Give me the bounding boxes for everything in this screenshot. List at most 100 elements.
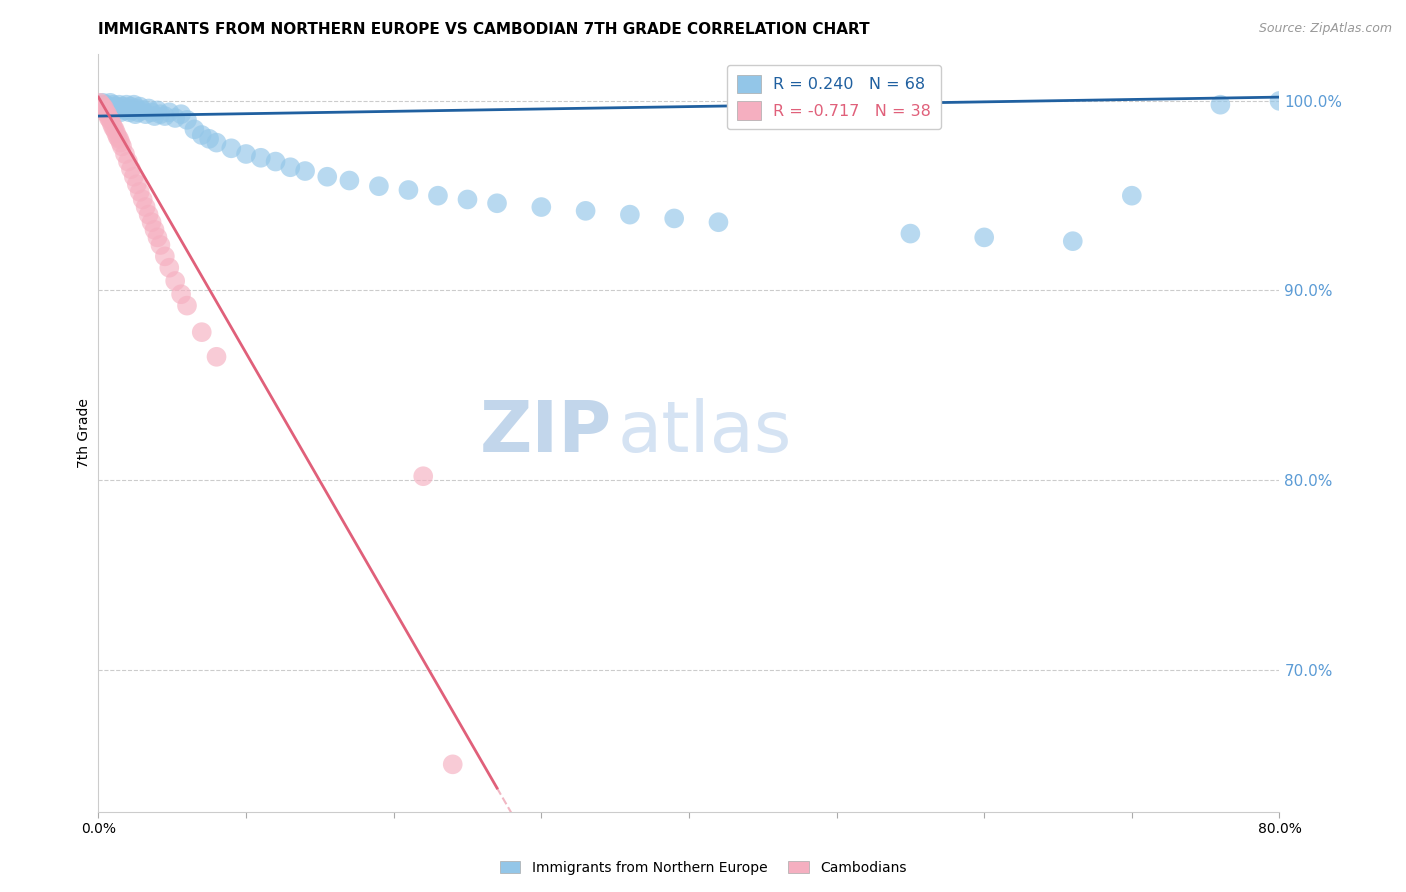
Point — [97, 99, 120, 113]
Point — [294, 164, 316, 178]
Point — [219, 141, 242, 155]
Point — [157, 105, 180, 120]
Point — [91, 99, 114, 113]
Point — [90, 97, 112, 112]
Point — [574, 203, 596, 218]
Point — [132, 103, 155, 118]
Point — [122, 97, 145, 112]
Text: atlas: atlas — [619, 398, 793, 467]
Point — [127, 105, 149, 120]
Point — [100, 117, 122, 131]
Point — [138, 102, 160, 116]
Point — [124, 107, 146, 121]
Point — [900, 227, 922, 241]
Point — [153, 249, 176, 263]
Point — [412, 469, 434, 483]
Point — [122, 169, 145, 184]
Point — [664, 211, 686, 226]
Point — [1209, 97, 1232, 112]
Point — [170, 107, 193, 121]
Point — [396, 183, 419, 197]
Text: ZIP: ZIP — [479, 398, 612, 467]
Point — [120, 99, 142, 113]
Point — [707, 215, 730, 229]
Point — [368, 179, 391, 194]
Legend: Immigrants from Northern Europe, Cambodians: Immigrants from Northern Europe, Cambodi… — [494, 855, 912, 880]
Point — [157, 260, 180, 275]
Point — [104, 103, 127, 118]
Point — [170, 287, 193, 301]
Point — [165, 111, 187, 125]
Point — [191, 128, 214, 142]
Point — [153, 109, 176, 123]
Point — [104, 122, 127, 136]
Point — [205, 136, 228, 150]
Point — [93, 102, 115, 116]
Point — [316, 169, 339, 184]
Point — [149, 107, 172, 121]
Point — [141, 215, 163, 229]
Point — [120, 162, 142, 177]
Point — [1268, 94, 1291, 108]
Point — [114, 103, 136, 118]
Point — [97, 111, 120, 125]
Point — [235, 147, 257, 161]
Point — [98, 112, 121, 127]
Point — [339, 173, 360, 187]
Point — [98, 95, 121, 110]
Point — [117, 102, 139, 116]
Point — [1062, 234, 1084, 248]
Point — [149, 238, 172, 252]
Y-axis label: 7th Grade: 7th Grade — [77, 398, 91, 467]
Point — [146, 230, 169, 244]
Point — [132, 193, 155, 207]
Point — [118, 105, 141, 120]
Point — [125, 102, 148, 116]
Point — [115, 97, 138, 112]
Point — [112, 99, 135, 113]
Point — [103, 97, 125, 112]
Point — [107, 102, 129, 116]
Point — [90, 99, 112, 113]
Point — [105, 126, 128, 140]
Point — [619, 208, 641, 222]
Point — [264, 154, 287, 169]
Legend: R = 0.240   N = 68, R = -0.717   N = 38: R = 0.240 N = 68, R = -0.717 N = 38 — [727, 65, 941, 129]
Point — [105, 99, 128, 113]
Point — [128, 185, 150, 199]
Point — [93, 102, 115, 116]
Point — [128, 99, 150, 113]
Point — [427, 188, 450, 202]
Point — [165, 274, 187, 288]
Point — [111, 102, 134, 116]
Point — [100, 102, 122, 116]
Point — [110, 136, 132, 150]
Point — [198, 132, 221, 146]
Point — [89, 97, 111, 112]
Point — [111, 139, 134, 153]
Text: Source: ZipAtlas.com: Source: ZipAtlas.com — [1258, 22, 1392, 36]
Point — [96, 103, 118, 118]
Point — [94, 105, 117, 120]
Text: IMMIGRANTS FROM NORTHERN EUROPE VS CAMBODIAN 7TH GRADE CORRELATION CHART: IMMIGRANTS FROM NORTHERN EUROPE VS CAMBO… — [98, 22, 870, 37]
Point — [205, 350, 228, 364]
Point — [107, 129, 129, 144]
Point — [135, 200, 157, 214]
Point — [114, 147, 136, 161]
Point — [94, 97, 117, 112]
Point — [135, 107, 157, 121]
Point — [183, 122, 205, 136]
Point — [89, 95, 111, 110]
Point — [1121, 188, 1143, 202]
Point — [456, 193, 478, 207]
Point — [108, 97, 131, 112]
Point — [176, 299, 198, 313]
Point — [103, 120, 125, 135]
Point — [138, 208, 160, 222]
Point — [250, 151, 273, 165]
Point — [143, 223, 166, 237]
Point — [176, 112, 198, 127]
Point — [141, 105, 163, 120]
Point — [973, 230, 995, 244]
Point — [486, 196, 509, 211]
